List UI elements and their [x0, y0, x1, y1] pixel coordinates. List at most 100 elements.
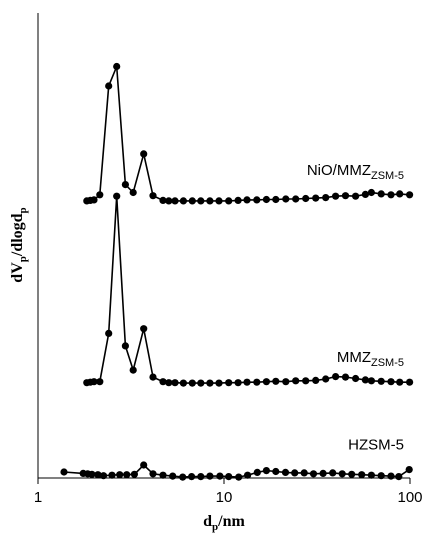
- data-point: [272, 467, 280, 476]
- data-point: [234, 379, 242, 387]
- data-point: [243, 378, 251, 386]
- data-point: [140, 150, 148, 158]
- data-point: [253, 196, 261, 204]
- data-point: [197, 379, 205, 387]
- x-axis-label: dp/nm: [203, 513, 245, 533]
- y-axis-label-sub1: p: [17, 256, 29, 262]
- data-point: [225, 473, 233, 481]
- data-point: [262, 467, 270, 475]
- data-point: [272, 377, 280, 385]
- data-point: [179, 379, 187, 387]
- data-point: [406, 191, 414, 199]
- data-point: [206, 379, 214, 387]
- series-label-main: NiO/MMZ: [307, 162, 371, 179]
- y-axis-label-part1: dV: [9, 262, 26, 283]
- data-point: [94, 471, 102, 479]
- data-point: [396, 378, 404, 386]
- series-label: MMZZSM-5: [337, 349, 404, 369]
- data-point: [282, 378, 290, 386]
- data-point: [387, 378, 395, 386]
- data-point: [352, 192, 360, 200]
- data-point: [377, 472, 385, 480]
- data-point: [96, 191, 104, 199]
- data-point: [253, 468, 261, 476]
- data-point: [140, 461, 148, 469]
- data-point: [302, 194, 310, 203]
- series-label: NiO/MMZZSM-5: [307, 162, 404, 182]
- data-point: [171, 197, 179, 205]
- data-point: [262, 195, 270, 204]
- data-point: [235, 473, 243, 481]
- data-point: [121, 342, 129, 350]
- data-point: [377, 190, 385, 198]
- data-point: [243, 196, 251, 204]
- data-point: [116, 471, 124, 479]
- series-label-main: HZSM-5: [348, 437, 404, 454]
- data-point: [253, 378, 261, 386]
- data-point: [332, 192, 340, 200]
- data-point: [361, 190, 369, 198]
- data-point: [129, 366, 137, 374]
- data-point: [322, 194, 330, 202]
- data-point: [140, 325, 148, 333]
- x-axis-label-main: d: [203, 513, 212, 530]
- series-labels: NiO/MMZZSM-5 MMZZSM-5 HZSM-5: [307, 162, 404, 454]
- data-point: [332, 373, 340, 381]
- data-point: [312, 376, 320, 384]
- data-point: [215, 379, 223, 387]
- data-point: [149, 470, 157, 478]
- data-point: [309, 470, 318, 478]
- series-line: [86, 66, 410, 202]
- data-point: [206, 472, 214, 480]
- data-point: [405, 466, 413, 474]
- data-point: [225, 197, 233, 205]
- series-1: [83, 192, 414, 387]
- data-point: [105, 329, 113, 337]
- data-point: [225, 379, 233, 387]
- data-point: [302, 377, 310, 385]
- data-point: [197, 197, 205, 205]
- data-point: [99, 472, 108, 480]
- x-axis-label-rest: /nm: [217, 513, 245, 530]
- data-point: [171, 379, 179, 387]
- data-point: [96, 378, 104, 386]
- x-tick-label: 100: [397, 489, 422, 506]
- data-point: [179, 197, 187, 205]
- data-point: [367, 377, 375, 385]
- y-axis-label: dVp/dlogdp: [9, 207, 29, 282]
- data-point: [281, 468, 290, 476]
- series-2: [60, 461, 413, 481]
- data-point: [387, 472, 395, 480]
- data-point: [329, 469, 337, 477]
- data-point: [291, 469, 299, 477]
- data-point: [149, 192, 157, 200]
- data-point: [262, 378, 270, 386]
- data-point: [179, 473, 187, 481]
- data-point: [234, 196, 242, 204]
- data-point: [159, 378, 167, 386]
- data-point: [216, 472, 224, 480]
- data-point: [197, 473, 205, 481]
- data-point: [396, 190, 404, 198]
- data-point: [367, 188, 375, 197]
- data-point: [292, 195, 300, 203]
- data-point: [300, 469, 308, 477]
- data-point: [90, 378, 98, 386]
- data-point: [105, 82, 113, 90]
- data-point: [113, 192, 121, 200]
- series-0: [83, 62, 414, 205]
- data-point: [188, 379, 196, 387]
- data-point: [338, 470, 346, 478]
- data-point: [361, 376, 369, 384]
- x-tick-label: 10: [216, 489, 233, 506]
- data-point: [292, 377, 300, 385]
- x-tick-label: 1: [34, 489, 42, 506]
- x-axis-label-sub: p: [212, 521, 218, 533]
- data-point: [377, 377, 385, 385]
- axes: [37, 13, 410, 479]
- data-point: [341, 192, 350, 200]
- x-ticks: 1 10 100: [34, 478, 423, 506]
- data-point: [206, 197, 214, 205]
- series-label-main: MMZ: [337, 349, 371, 366]
